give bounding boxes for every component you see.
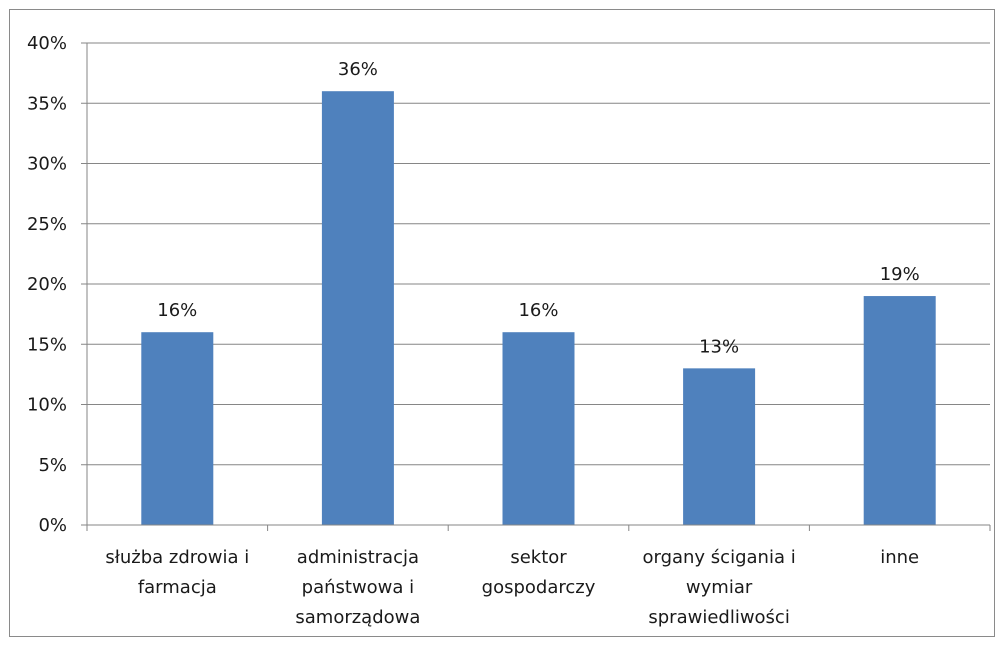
x-category-label: farmacja [138, 577, 217, 598]
data-label: 36% [338, 59, 378, 80]
data-labels: 16% 36% 16% 13% 19% [157, 59, 919, 357]
y-axis-tick-labels: 0% 5% 10% 15% 20% 25% 30% 35% 40% [27, 33, 67, 536]
x-category-label: sektor [510, 547, 567, 568]
y-tick-label: 30% [27, 154, 67, 175]
x-category-label: administracja [297, 547, 419, 568]
y-tick-label: 15% [27, 334, 67, 355]
gridlines [87, 42, 990, 466]
data-label: 16% [518, 300, 558, 321]
x-category-label: państwowa i [302, 577, 415, 598]
y-tick-label: 0% [38, 515, 67, 536]
chart-frame [9, 9, 995, 637]
axes [81, 42, 991, 531]
data-label: 19% [880, 264, 920, 285]
y-tick-label: 40% [27, 33, 67, 54]
x-category-label: sprawiedliwości [648, 607, 789, 628]
x-category-label: samorządowa [295, 607, 420, 628]
data-label: 13% [699, 336, 739, 357]
bar [141, 332, 214, 525]
data-label: 16% [157, 300, 197, 321]
y-tick-label: 35% [27, 93, 67, 114]
y-tick-label: 5% [38, 455, 67, 476]
x-axis-category-labels: służba zdrowia i farmacja administracja pań… [105, 547, 919, 628]
y-tick-label: 20% [27, 274, 67, 295]
bar [863, 296, 936, 525]
x-category-label: inne [880, 547, 919, 568]
y-tick-label: 10% [27, 395, 67, 416]
x-category-label: organy ścigania i [642, 547, 795, 568]
bar [321, 91, 394, 525]
bar [683, 368, 756, 525]
bar [502, 332, 575, 525]
x-category-label: gospodarczy [482, 577, 596, 598]
bars [141, 91, 936, 525]
x-category-label: służba zdrowia i [105, 547, 249, 568]
y-tick-label: 25% [27, 214, 67, 235]
x-category-label: wymiar [686, 577, 753, 598]
